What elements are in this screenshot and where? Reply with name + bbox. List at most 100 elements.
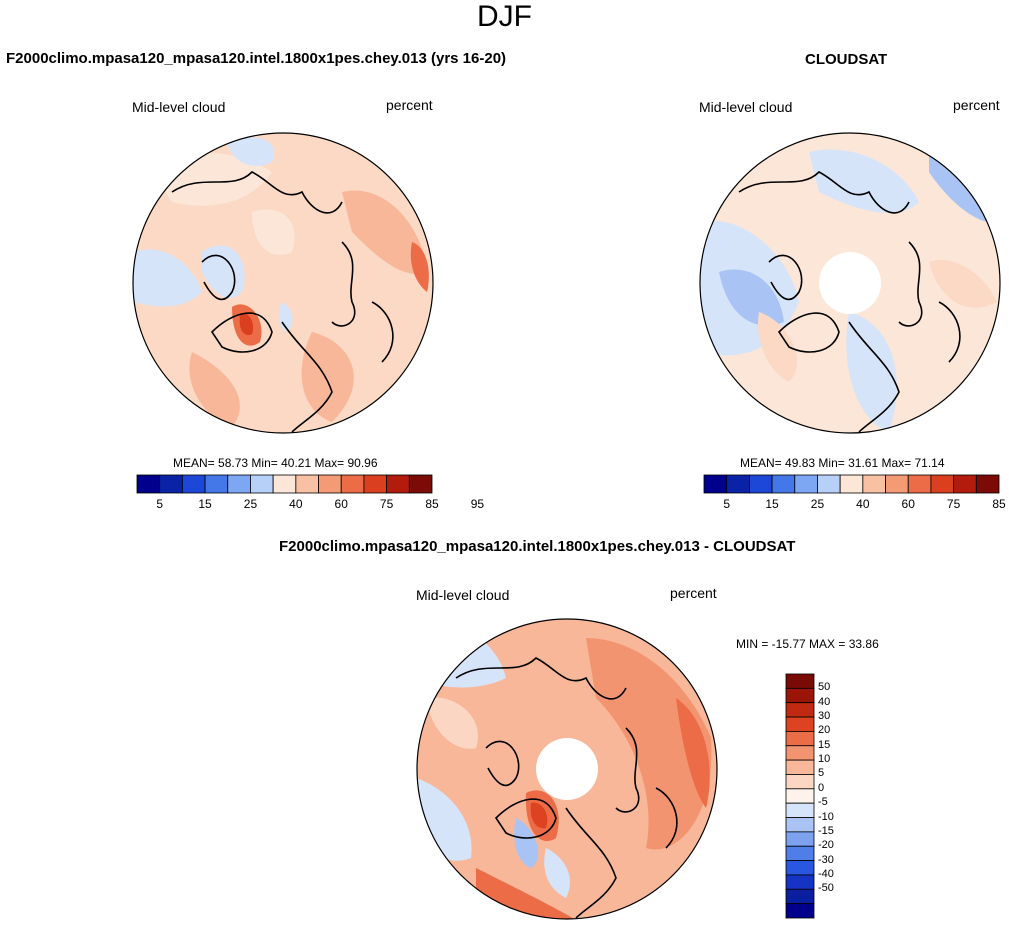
colorbar-swatch <box>748 474 773 494</box>
colorbar-tick-label: 15 <box>818 738 831 751</box>
colorbar-swatch <box>785 802 815 818</box>
colorbar-swatch <box>386 474 410 494</box>
panel1-contour-red-1 <box>410 242 429 292</box>
panel3-map <box>416 618 718 920</box>
panel1-max-label: Max= <box>314 456 345 470</box>
panel1-title: F2000climo.mpasa120_mpasa120.intel.1800x… <box>6 50 507 67</box>
colorbar-swatch <box>703 474 728 494</box>
panel2-contour-blue-3 <box>809 149 919 213</box>
panel3-colorbar <box>785 673 815 919</box>
colorbar-tick-label: 5 <box>818 767 825 780</box>
panel1-units: percent <box>386 97 433 113</box>
season-title: DJF <box>477 0 532 33</box>
colorbar-tick-label: 60 <box>901 497 915 511</box>
colorbar-swatch <box>295 474 319 494</box>
colorbar-swatch <box>785 716 815 732</box>
colorbar-swatch <box>408 474 433 494</box>
panel3-colorbar-ticks: 50 40 30 20 15 10 5 0 -5 -10 -15 -20 -30 -40 -50 <box>818 674 858 918</box>
colorbar-tick-label: 10 <box>818 753 831 766</box>
colorbar-swatch <box>975 474 1000 494</box>
colorbar-swatch <box>785 903 815 919</box>
colorbar-swatch <box>771 474 796 494</box>
colorbar-swatch <box>785 702 815 718</box>
colorbar-tick-label: 75 <box>379 497 394 511</box>
panel1-max-value: 90.96 <box>347 456 378 470</box>
colorbar-tick-label: 50 <box>818 681 831 694</box>
colorbar-swatch <box>136 474 161 494</box>
panel1-stats: MEAN= 58.73 Min= 40.21 Max= 90.96 <box>173 456 378 470</box>
panel2-contour-blue-2 <box>719 269 784 326</box>
panel1-mean-value: 58.73 <box>218 456 249 470</box>
colorbar-tick-label: -50 <box>818 882 834 895</box>
colorbar-tick-label: 40 <box>289 497 303 511</box>
colorbar-swatch <box>785 673 815 689</box>
panel1-variable: Mid-level cloud <box>132 99 226 115</box>
panel1-contour-orange-1 <box>342 190 427 274</box>
panel2-min-label: Min= <box>818 456 845 470</box>
colorbar-tick-label: 25 <box>810 497 825 511</box>
panel1-contour-orange-3 <box>189 352 240 427</box>
colorbar-tick-label: -30 <box>818 853 834 866</box>
colorbar-swatch <box>794 474 818 494</box>
panel1-min-value: 40.21 <box>281 456 312 470</box>
panel3-units: percent <box>670 585 717 601</box>
panel2-map <box>699 132 1001 434</box>
colorbar-swatch <box>340 474 365 494</box>
panel1-contour-red-3 <box>239 313 254 336</box>
panel3-contour-blue-4 <box>544 848 570 898</box>
panel2-variable: Mid-level cloud <box>699 99 793 115</box>
panel3-minmax: MIN = -15.77 MAX = 33.86 <box>736 637 879 651</box>
panel3-contour-red-4 <box>530 802 548 829</box>
colorbar-swatch <box>363 474 388 494</box>
colorbar-swatch <box>785 759 815 775</box>
colorbar-tick-label: 85 <box>425 497 439 511</box>
colorbar-tick-label: 15 <box>765 497 779 511</box>
colorbar-tick-label: -5 <box>818 796 828 809</box>
panel3-title: F2000climo.mpasa120_mpasa120.intel.1800x… <box>279 538 796 555</box>
panel3-coastlines <box>455 657 678 919</box>
panel1-contour-blue-1 <box>134 249 202 307</box>
panel1-contour-light-2 <box>252 209 295 256</box>
panel1-contour-blue-3 <box>227 137 274 166</box>
colorbar-swatch <box>159 474 183 494</box>
colorbar-swatch <box>272 474 297 494</box>
colorbar-tick-label: 30 <box>818 710 831 723</box>
colorbar-tick-label: 5 <box>723 497 731 511</box>
colorbar-tick-label: 20 <box>818 724 831 737</box>
panel2-mean-label: MEAN= <box>740 456 782 470</box>
panel3-polar-gap <box>536 738 598 800</box>
panel2-min-value: 31.61 <box>848 456 879 470</box>
panel2-coastlines <box>738 171 961 433</box>
colorbar-swatch <box>785 745 815 761</box>
colorbar-swatch <box>785 731 815 747</box>
colorbar-swatch <box>817 474 841 494</box>
panel2-units: percent <box>953 97 1000 113</box>
colorbar-swatch <box>181 474 206 494</box>
panel2-contour-light-1 <box>758 312 798 382</box>
colorbar-swatch <box>227 474 251 494</box>
panel1-contour-blue-4 <box>278 302 293 332</box>
panel1-colorbar-ticks: 5 15 25 40 60 75 85 95 <box>137 497 484 513</box>
panel3-contour-orange-1 <box>586 638 712 850</box>
colorbar-swatch <box>907 474 932 494</box>
panel2-polar-gap <box>819 252 881 314</box>
colorbar-swatch <box>785 860 815 876</box>
panel3-contour-blue-1 <box>417 619 506 688</box>
panel1-coastlines <box>171 171 394 433</box>
colorbar-tick-label: 15 <box>198 497 212 511</box>
panel2-stats: MEAN= 49.83 Min= 31.61 Max= 71.14 <box>740 456 945 470</box>
colorbar-swatch <box>785 845 815 861</box>
panel3-contour-light-1 <box>426 697 478 749</box>
panel1-colorbar <box>136 474 433 494</box>
panel2-mean-value: 49.83 <box>785 456 816 470</box>
panel1-map <box>132 132 434 434</box>
colorbar-swatch <box>785 874 815 890</box>
panel3-map-border <box>416 618 718 920</box>
colorbar-swatch <box>726 474 750 494</box>
colorbar-tick-label: 40 <box>818 695 831 708</box>
panel2-title: CLOUDSAT <box>805 51 888 68</box>
panel1-min-label: Min= <box>251 456 278 470</box>
panel1-contour-orange-2 <box>301 332 354 422</box>
colorbar-swatch <box>953 474 977 494</box>
colorbar-swatch <box>930 474 955 494</box>
